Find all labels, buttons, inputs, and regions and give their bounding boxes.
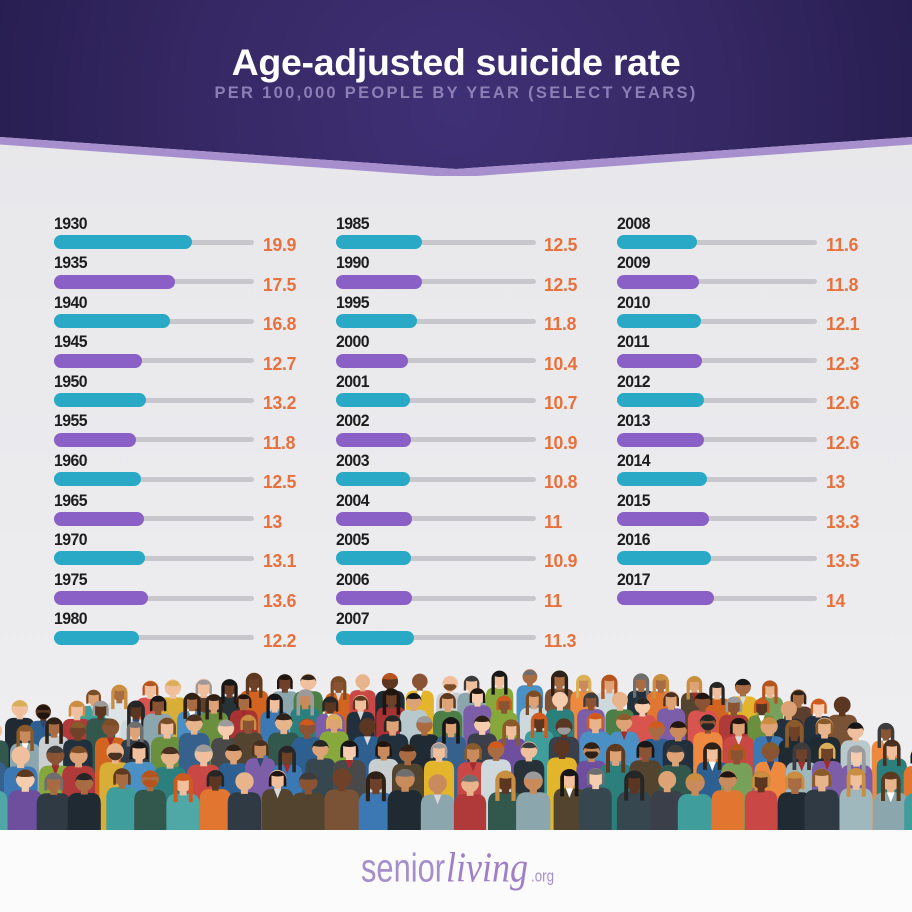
svg-text:.org: .org [531, 868, 554, 886]
svg-text:senior: senior [361, 847, 445, 891]
svg-text:living: living [446, 846, 528, 892]
